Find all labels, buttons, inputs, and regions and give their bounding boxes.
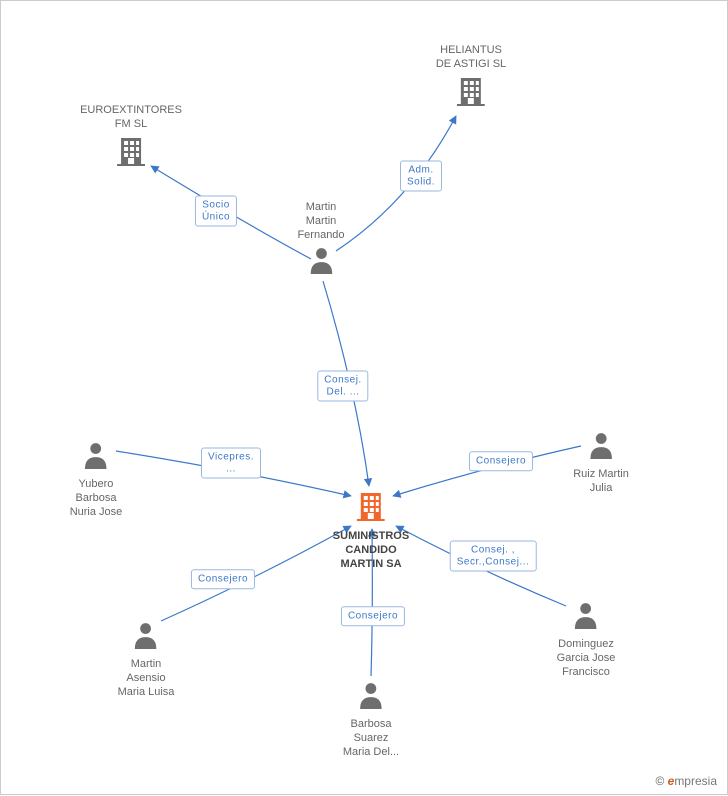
edge-label: Consejero [341, 606, 405, 626]
brand-rest: mpresia [674, 774, 717, 788]
node-label: DominguezGarcia JoseFrancisco [557, 638, 616, 679]
node-martin_asensio[interactable]: MartinAsensioMaria Luisa [118, 621, 175, 699]
node-label: HELIANTUSDE ASTIGI SL [436, 44, 506, 72]
person-icon [308, 261, 334, 278]
person-icon [573, 616, 599, 633]
edge-label: Consej.Del. ... [317, 371, 368, 402]
building-icon [357, 508, 385, 525]
node-label: YuberoBarbosaNuria Jose [70, 478, 123, 519]
edge-martin_asensio-center [161, 526, 351, 621]
node-heliantus[interactable]: HELIANTUSDE ASTIGI SL [436, 42, 506, 111]
edge-label: Adm.Solid. [400, 161, 442, 192]
node-yubero[interactable]: YuberoBarbosaNuria Jose [70, 441, 123, 519]
node-martin_fernando[interactable]: MartinMartinFernando [297, 199, 344, 279]
node-dominguez[interactable]: DominguezGarcia JoseFrancisco [557, 601, 616, 679]
building-icon [457, 93, 485, 110]
node-ruiz_julia[interactable]: Ruiz MartinJulia [573, 431, 629, 496]
person-icon [133, 636, 159, 653]
node-center[interactable]: SUMINISTROSCANDIDOMARTIN SA [333, 491, 409, 571]
node-label: Ruiz MartinJulia [573, 468, 629, 496]
edge-label: SocioÚnico [195, 196, 237, 227]
node-euroextintores[interactable]: EUROEXTINTORESFM SL [80, 102, 182, 171]
node-label: SUMINISTROSCANDIDOMARTIN SA [333, 530, 409, 571]
node-label: EUROEXTINTORESFM SL [80, 104, 182, 132]
person-icon [83, 456, 109, 473]
edge-label: Consej. ,Secr.,Consej... [450, 541, 537, 572]
person-icon [358, 696, 384, 713]
edge-label: Vicepres.... [201, 448, 261, 479]
node-barbosa_suarez[interactable]: BarbosaSuarezMaria Del... [343, 681, 399, 759]
building-icon [117, 153, 145, 170]
person-icon [588, 446, 614, 463]
node-label: MartinAsensioMaria Luisa [118, 658, 175, 699]
diagram-canvas: SUMINISTROSCANDIDOMARTIN SA HELIANTUSDE A… [0, 0, 728, 795]
edge-label: Consejero [469, 451, 533, 471]
copyright-symbol: © [655, 774, 664, 788]
copyright: © empresia [655, 774, 717, 788]
node-label: BarbosaSuarezMaria Del... [343, 718, 399, 759]
edge-label: Consejero [191, 569, 255, 589]
node-label: MartinMartinFernando [297, 201, 344, 242]
